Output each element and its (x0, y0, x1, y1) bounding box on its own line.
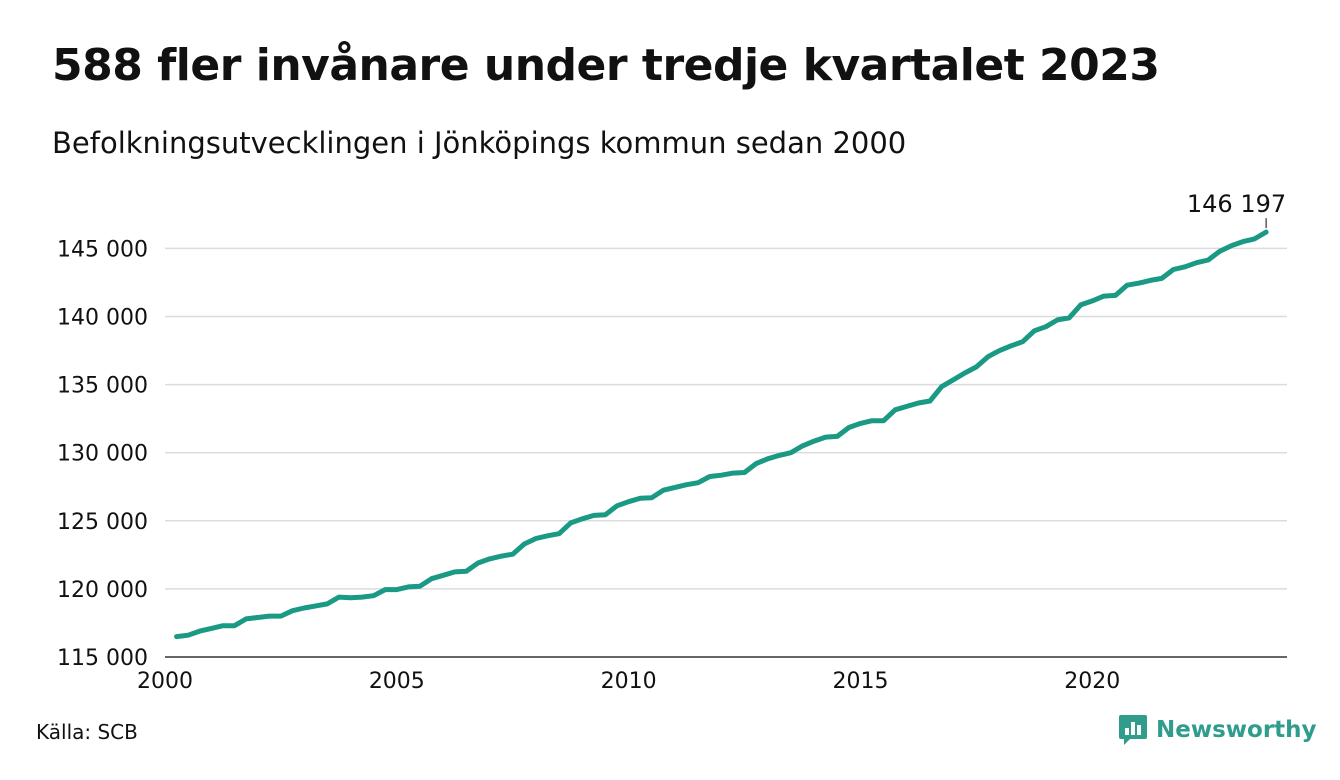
x-tick-label: 2020 (1064, 669, 1120, 694)
chart-title: 588 fler invånare under tredje kvartalet… (52, 40, 1160, 91)
chart-subtitle: Befolkningsutvecklingen i Jönköpings kom… (52, 126, 907, 160)
y-tick-label: 130 000 (57, 442, 148, 467)
end-value-label: 146 197 (1187, 190, 1286, 218)
line-chart: 115 000 120 000 125 000 130 000 135 000 140 0… (57, 190, 1287, 694)
y-tick-label: 145 000 (57, 237, 148, 262)
brand-name: Newsworthy (1156, 717, 1317, 743)
x-tick-label: 2010 (601, 669, 657, 694)
x-tick-label: 2000 (137, 669, 193, 694)
y-tick-label: 140 000 (57, 306, 148, 331)
y-tick-label: 135 000 (57, 374, 148, 399)
x-axis-tick-labels: 2000 2005 2010 2015 2020 (137, 669, 1120, 694)
y-tick-label: 115 000 (57, 646, 148, 671)
y-tick-label: 125 000 (57, 510, 148, 535)
y-tick-label: 120 000 (57, 578, 148, 603)
x-tick-label: 2015 (832, 669, 888, 694)
population-series-line (174, 229, 1269, 640)
y-axis-tick-labels: 115 000 120 000 125 000 130 000 135 000 140 0… (57, 237, 148, 671)
bar-chart-speech-bubble-icon (1119, 715, 1147, 745)
x-tick-label: 2005 (369, 669, 425, 694)
gridlines (165, 247, 1287, 590)
brand-logo: Newsworthy (1118, 714, 1317, 746)
source-label: Källa: SCB (36, 720, 138, 744)
